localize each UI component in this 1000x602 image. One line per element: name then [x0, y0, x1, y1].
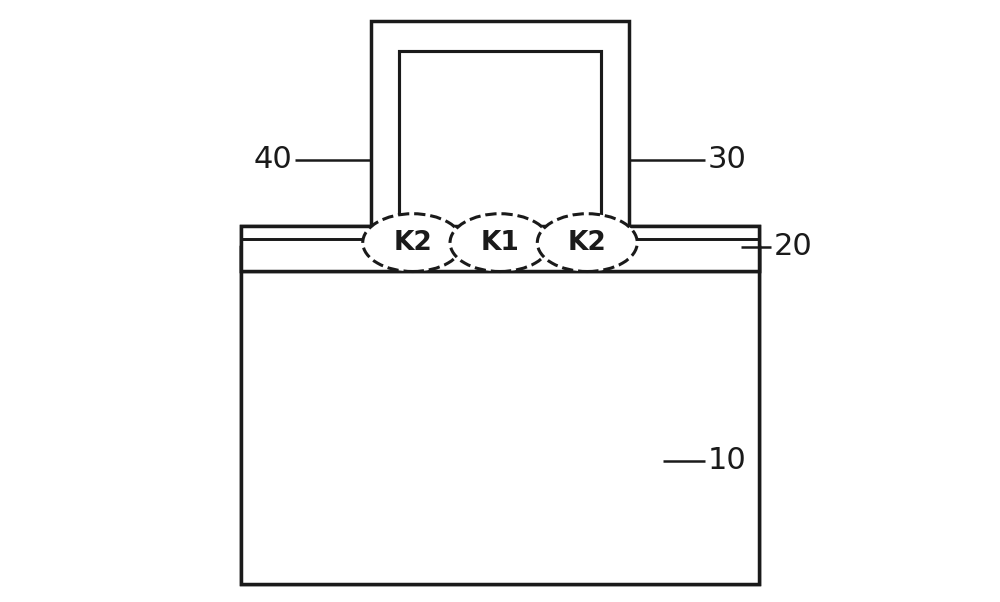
Text: K2: K2 — [393, 229, 432, 256]
Bar — [241, 247, 759, 584]
Text: 30: 30 — [708, 145, 747, 174]
Bar — [422, 75, 578, 226]
Text: K2: K2 — [568, 229, 607, 256]
Ellipse shape — [363, 214, 463, 272]
Bar — [371, 21, 629, 226]
Bar — [399, 51, 601, 226]
Text: K1: K1 — [481, 229, 519, 256]
Ellipse shape — [450, 214, 550, 272]
Text: 40: 40 — [254, 145, 292, 174]
Bar — [399, 51, 601, 226]
Bar — [241, 226, 759, 271]
Text: 10: 10 — [708, 446, 746, 475]
Bar — [241, 247, 759, 584]
Bar — [241, 226, 759, 271]
Ellipse shape — [537, 214, 637, 272]
Text: 20: 20 — [774, 232, 813, 261]
